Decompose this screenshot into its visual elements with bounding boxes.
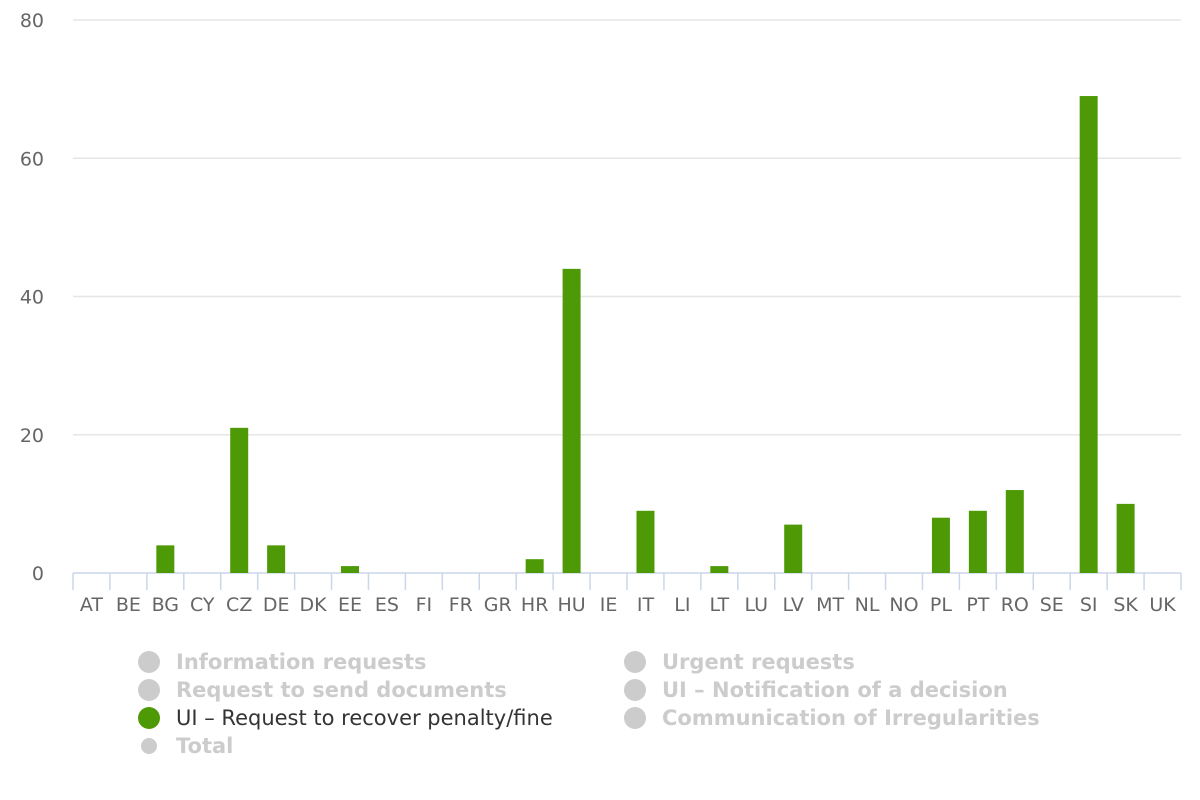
bar-hu <box>562 268 581 573</box>
x-tick-label: SE <box>1040 594 1064 616</box>
bar-hr <box>525 559 544 573</box>
legend-item-information-requests[interactable]: Information requests <box>138 650 427 674</box>
legend-item-urgent-requests[interactable]: Urgent requests <box>624 650 855 674</box>
x-tick-label: HU <box>557 594 585 616</box>
bar-chart: 0 20 40 60 80 AT BE BG CY CZ DE DK EE ES FI FR GR HR HU IE I… <box>20 10 1182 616</box>
legend-label: Information requests <box>176 650 427 674</box>
x-tick-label: IT <box>637 594 655 616</box>
x-tick-label: LT <box>710 594 730 616</box>
x-tick-label: SK <box>1113 594 1138 616</box>
legend-dot-icon <box>624 651 646 673</box>
x-tick-label: EE <box>338 594 362 616</box>
legend-dot-icon <box>138 707 160 729</box>
legend-dot-icon <box>141 738 157 754</box>
legend-dot-icon <box>624 679 646 701</box>
bar-pl <box>931 517 950 573</box>
legend-item-request-send-documents[interactable]: Request to send documents <box>138 678 507 702</box>
y-tick-label: 60 <box>20 148 44 170</box>
x-tick-label: DE <box>263 594 290 616</box>
y-tick-label: 80 <box>20 10 44 32</box>
legend-label: Communication of Irregularities <box>662 706 1040 730</box>
x-tick-label: GR <box>484 594 512 616</box>
x-tick-label: PL <box>930 594 952 616</box>
x-tick-label: LU <box>744 594 768 616</box>
bar-bg <box>156 545 175 573</box>
x-tick-label: LV <box>782 594 804 616</box>
x-tick-label: CZ <box>226 594 252 616</box>
x-tick-label: MT <box>816 594 844 616</box>
x-tick-label: FI <box>416 594 433 616</box>
y-tick-label: 0 <box>32 563 44 585</box>
legend-item-notification-decision[interactable]: UI – Notification of a decision <box>624 678 1008 702</box>
x-tick-label: ES <box>375 594 399 616</box>
x-tick-label: AT <box>80 594 104 616</box>
bar-pt <box>968 510 987 573</box>
y-tick-label: 20 <box>20 425 44 447</box>
x-tick-label: PT <box>966 594 989 616</box>
legend-item-irregularities[interactable]: Communication of Irregularities <box>624 706 1040 730</box>
x-tick-label: RO <box>1001 594 1029 616</box>
legend-dot-icon <box>624 707 646 729</box>
x-tick-label: LI <box>674 594 690 616</box>
x-tick-label: BE <box>116 594 141 616</box>
bar-lv <box>784 524 803 573</box>
legend-label: Request to send documents <box>176 678 507 702</box>
x-tick-label: FR <box>449 594 473 616</box>
legend-item-total[interactable]: Total <box>138 734 233 758</box>
bar-cz <box>230 427 249 573</box>
legend-label: UI – Notification of a decision <box>662 678 1008 702</box>
legend-label: UI – Request to recover penalty/fine <box>176 706 553 730</box>
legend-label: Total <box>176 734 234 758</box>
bar-it <box>636 510 655 573</box>
legend-item-recover-penalty[interactable]: UI – Request to recover penalty/fine <box>138 706 553 730</box>
x-tick-label: CY <box>190 594 215 616</box>
y-tick-label: 40 <box>20 287 44 309</box>
x-tick-label: HR <box>521 594 549 616</box>
bar-ro <box>1005 490 1024 573</box>
legend-dot-icon <box>138 651 160 673</box>
bar-ee <box>341 566 359 573</box>
x-tick-label: IE <box>600 594 618 616</box>
bar-lt <box>710 566 729 573</box>
legend-label: Urgent requests <box>662 650 855 674</box>
bar-sk <box>1116 503 1135 573</box>
x-tick-label: NL <box>855 594 880 616</box>
x-tick-label: DK <box>300 594 328 616</box>
x-tick-label: UK <box>1149 594 1176 616</box>
x-tick-label: NO <box>889 594 918 616</box>
bar-de <box>267 545 286 573</box>
x-tick-label: SI <box>1080 594 1098 616</box>
legend-dot-icon <box>138 679 160 701</box>
bar-si <box>1079 96 1098 573</box>
x-tick-label: BG <box>152 594 179 616</box>
